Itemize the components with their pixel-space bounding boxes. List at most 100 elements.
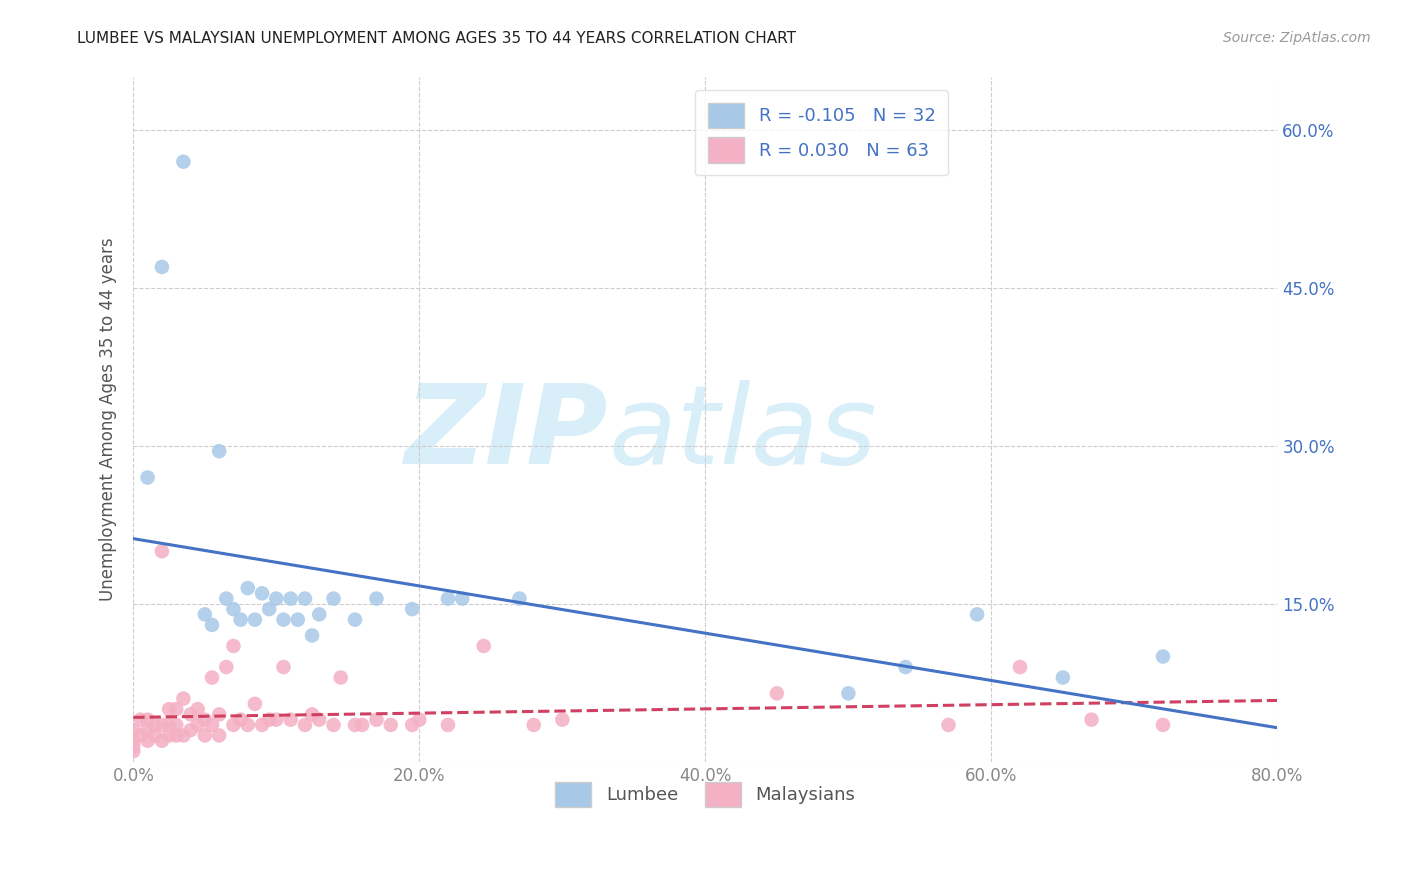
- Point: [408, 713, 430, 727]
- Point: [301, 628, 323, 642]
- Point: [129, 713, 152, 727]
- Point: [343, 718, 366, 732]
- Point: [143, 718, 166, 732]
- Point: [401, 602, 423, 616]
- Point: [172, 691, 194, 706]
- Text: Source: ZipAtlas.com: Source: ZipAtlas.com: [1223, 31, 1371, 45]
- Point: [172, 728, 194, 742]
- Point: [551, 713, 574, 727]
- Point: [122, 723, 145, 738]
- Point: [222, 718, 245, 732]
- Point: [380, 718, 402, 732]
- Point: [322, 718, 344, 732]
- Point: [1152, 649, 1174, 664]
- Point: [157, 718, 180, 732]
- Legend: Lumbee, Malaysians: Lumbee, Malaysians: [548, 774, 863, 814]
- Point: [180, 707, 202, 722]
- Point: [201, 671, 224, 685]
- Point: [194, 713, 217, 727]
- Point: [280, 591, 302, 606]
- Point: [437, 718, 460, 732]
- Point: [250, 718, 273, 732]
- Point: [208, 728, 231, 742]
- Point: [243, 613, 266, 627]
- Point: [523, 718, 546, 732]
- Point: [322, 591, 344, 606]
- Point: [287, 613, 309, 627]
- Point: [352, 718, 374, 732]
- Point: [229, 613, 252, 627]
- Point: [451, 591, 474, 606]
- Point: [129, 728, 152, 742]
- Point: [938, 718, 960, 732]
- Point: [194, 607, 217, 622]
- Point: [766, 686, 789, 700]
- Point: [208, 444, 231, 458]
- Point: [215, 591, 238, 606]
- Point: [150, 544, 173, 558]
- Point: [122, 733, 145, 747]
- Point: [1080, 713, 1102, 727]
- Point: [222, 602, 245, 616]
- Point: [136, 723, 159, 738]
- Point: [837, 686, 859, 700]
- Text: LUMBEE VS MALAYSIAN UNEMPLOYMENT AMONG AGES 35 TO 44 YEARS CORRELATION CHART: LUMBEE VS MALAYSIAN UNEMPLOYMENT AMONG A…: [77, 31, 796, 46]
- Point: [301, 707, 323, 722]
- Point: [257, 602, 280, 616]
- Point: [150, 733, 173, 747]
- Point: [266, 713, 288, 727]
- Point: [966, 607, 988, 622]
- Point: [150, 260, 173, 274]
- Point: [294, 718, 316, 732]
- Point: [329, 671, 352, 685]
- Point: [194, 728, 217, 742]
- Point: [165, 702, 187, 716]
- Point: [1152, 718, 1174, 732]
- Point: [236, 581, 259, 595]
- Point: [172, 154, 194, 169]
- Point: [180, 723, 202, 738]
- Point: [157, 702, 180, 716]
- Point: [1008, 660, 1031, 674]
- Point: [187, 702, 209, 716]
- Point: [136, 470, 159, 484]
- Point: [208, 707, 231, 722]
- Point: [250, 586, 273, 600]
- Point: [150, 718, 173, 732]
- Text: atlas: atlas: [609, 380, 877, 487]
- Point: [266, 591, 288, 606]
- Point: [165, 718, 187, 732]
- Point: [437, 591, 460, 606]
- Point: [122, 739, 145, 753]
- Point: [236, 718, 259, 732]
- Point: [343, 613, 366, 627]
- Point: [201, 618, 224, 632]
- Point: [308, 607, 330, 622]
- Point: [187, 718, 209, 732]
- Point: [122, 744, 145, 758]
- Point: [401, 718, 423, 732]
- Point: [136, 713, 159, 727]
- Point: [243, 697, 266, 711]
- Point: [508, 591, 530, 606]
- Point: [257, 713, 280, 727]
- Point: [201, 718, 224, 732]
- Point: [366, 713, 388, 727]
- Point: [273, 613, 295, 627]
- Point: [366, 591, 388, 606]
- Point: [294, 591, 316, 606]
- Point: [280, 713, 302, 727]
- Y-axis label: Unemployment Among Ages 35 to 44 years: Unemployment Among Ages 35 to 44 years: [100, 238, 117, 601]
- Point: [165, 728, 187, 742]
- Text: ZIP: ZIP: [405, 380, 609, 487]
- Point: [229, 713, 252, 727]
- Point: [273, 660, 295, 674]
- Point: [308, 713, 330, 727]
- Point: [1052, 671, 1074, 685]
- Point: [143, 728, 166, 742]
- Point: [157, 728, 180, 742]
- Point: [136, 733, 159, 747]
- Point: [472, 639, 495, 653]
- Point: [894, 660, 917, 674]
- Point: [222, 639, 245, 653]
